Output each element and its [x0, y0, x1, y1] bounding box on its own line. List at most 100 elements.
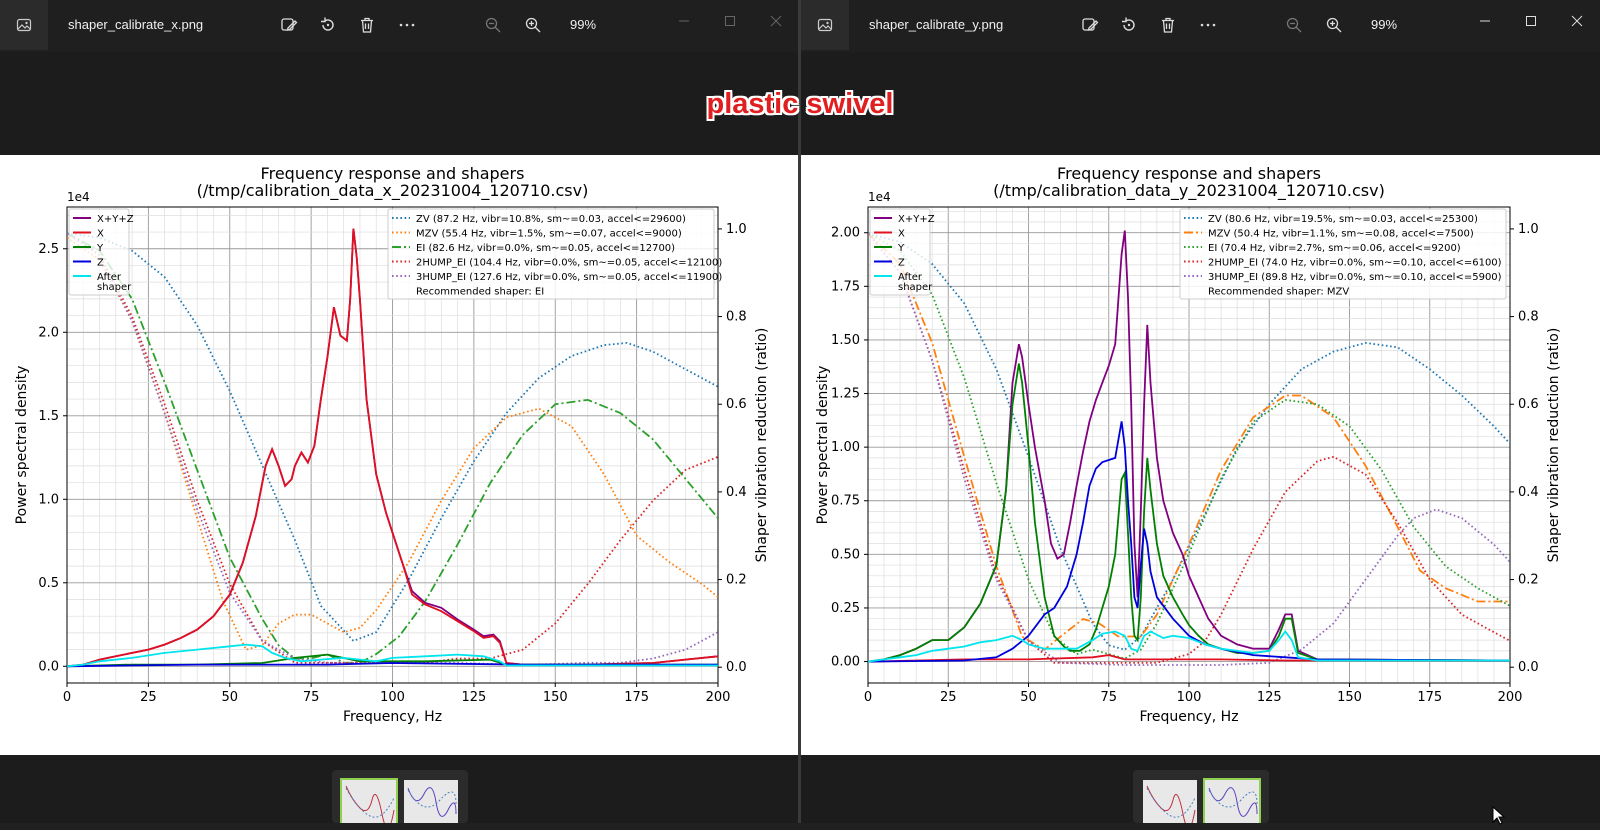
x-axis-label: Frequency, Hz — [343, 709, 442, 725]
zoom-in-icon[interactable] — [1323, 14, 1345, 36]
delete-icon[interactable] — [1157, 14, 1179, 36]
x-tick-label: 200 — [1498, 690, 1523, 705]
legend-label: shaper — [97, 282, 132, 293]
y-tick-label: 1.00 — [831, 440, 860, 455]
more-options-icon[interactable] — [396, 14, 418, 36]
legend-label: Recommended shaper: MZV — [1208, 287, 1349, 298]
series-group — [67, 228, 718, 668]
legend-label: 2HUMP_EI (104.4 Hz, vibr=0.0%, sm~=0.05,… — [416, 258, 722, 269]
legend-label: ZV (87.2 Hz, vibr=10.8%, sm~=0.03, accel… — [416, 214, 686, 225]
y-right-tick-label: 1.0 — [1518, 222, 1539, 237]
y-tick-label: 0.0 — [38, 659, 59, 674]
y-axis-label: Power spectral density — [14, 366, 30, 525]
y-tick-label: 1.25 — [831, 387, 860, 402]
photos-app-icon[interactable] — [0, 0, 48, 50]
x-tick-label: 75 — [303, 690, 320, 705]
x-tick-label: 175 — [624, 690, 649, 705]
chart-subtitle: (/tmp/calibration_data_y_20231004_120710… — [993, 181, 1385, 201]
legend-label: X — [898, 229, 905, 240]
legend-right: ZV (87.2 Hz, vibr=10.8%, sm~=0.03, accel… — [387, 208, 722, 300]
y-tick-label: 1.50 — [831, 333, 860, 348]
y-tick-label: 0.00 — [831, 655, 860, 670]
thumbnail-y[interactable] — [404, 780, 458, 823]
shaper-line-2hump_ei — [868, 232, 1510, 664]
close-icon[interactable] — [1564, 10, 1590, 32]
y-scale-label: 1e4 — [67, 190, 90, 204]
viewer-window-left: shaper_calibrate_x.png 99% Frequency res… — [0, 0, 798, 823]
shaper-line-3hump_ei — [67, 232, 718, 666]
edit-image-icon[interactable] — [278, 14, 300, 36]
y-tick-label: 2.5 — [38, 242, 59, 257]
legend-label: X+Y+Z — [898, 214, 935, 225]
x-tick-label: 0 — [63, 690, 71, 705]
x-tick-label: 50 — [1020, 690, 1037, 705]
close-icon[interactable] — [763, 10, 789, 32]
y-scale-label: 1e4 — [868, 190, 891, 204]
image-canvas[interactable]: Frequency response and shapers (/tmp/cali… — [0, 155, 798, 755]
legend-label: 2HUMP_EI (74.0 Hz, vibr=0.0%, sm~=0.10, … — [1208, 258, 1502, 269]
x-tick-label: 0 — [864, 690, 872, 705]
photos-app-icon[interactable] — [801, 0, 849, 50]
legend-right: ZV (80.6 Hz, vibr=19.5%, sm~=0.03, accel… — [1179, 208, 1507, 300]
overlay-caption: plastic swivel — [706, 88, 894, 120]
y-right-tick-label: 1.0 — [726, 222, 747, 237]
window-divider — [798, 0, 801, 823]
y-tick-label: 0.25 — [831, 601, 860, 616]
psd-line-z — [67, 662, 718, 668]
legend-box — [869, 208, 931, 296]
y-right-tick-label: 0.6 — [726, 397, 747, 412]
image-top-margin — [801, 52, 1600, 155]
y-right-axis-label: Shaper vibration reduction (ratio) — [754, 328, 770, 563]
legend-label: MZV (50.4 Hz, vibr=1.1%, sm~=0.08, accel… — [1208, 229, 1474, 240]
mouse-cursor-icon — [1492, 805, 1506, 830]
thumbnail-x[interactable] — [1143, 780, 1197, 823]
y-right-axis-label: Shaper vibration reduction (ratio) — [1546, 328, 1562, 563]
zoom-out-icon[interactable] — [482, 14, 504, 36]
chart-subtitle: (/tmp/calibration_data_x_20231004_120710… — [197, 181, 589, 201]
rotate-icon[interactable] — [1118, 14, 1140, 36]
minimize-icon[interactable] — [1472, 10, 1498, 32]
x-tick-label: 150 — [543, 690, 568, 705]
legend-label: MZV (55.4 Hz, vibr=1.5%, sm~=0.07, accel… — [416, 229, 682, 240]
y-right-tick-label: 0.0 — [726, 660, 747, 675]
y-axis-label: Power spectral density — [815, 366, 831, 525]
edit-image-icon[interactable] — [1079, 14, 1101, 36]
legend-label: X+Y+Z — [97, 214, 134, 225]
psd-line-z — [868, 421, 1510, 663]
frequency-response-chart: Frequency response and shapers(/tmp/cali… — [14, 164, 770, 725]
shaper-line-zv — [67, 232, 718, 642]
maximize-icon[interactable] — [1518, 10, 1544, 32]
legend-label: Y — [897, 243, 905, 254]
psd-line-x — [67, 228, 718, 668]
legend-label: Z — [97, 258, 104, 269]
chart-title: Frequency response and shapers — [261, 164, 525, 183]
y-tick-label: 0.5 — [38, 576, 59, 591]
thumbnail-y[interactable] — [1203, 778, 1261, 823]
y-right-tick-label: 0.4 — [726, 485, 747, 500]
zoom-in-icon[interactable] — [522, 14, 544, 36]
filmstrip — [332, 770, 468, 823]
file-name: shaper_calibrate_y.png — [869, 17, 1004, 32]
zoom-level[interactable]: 99% — [570, 17, 597, 32]
x-tick-label: 25 — [140, 690, 157, 705]
viewer-window-right: shaper_calibrate_y.png 99% Frequency res… — [801, 0, 1600, 823]
x-tick-label: 125 — [461, 690, 486, 705]
zoom-level[interactable]: 99% — [1371, 17, 1398, 32]
rotate-icon[interactable] — [317, 14, 339, 36]
x-tick-label: 100 — [1177, 690, 1202, 705]
delete-icon[interactable] — [356, 14, 378, 36]
x-tick-label: 25 — [940, 690, 957, 705]
legend-box — [68, 208, 130, 296]
more-options-icon[interactable] — [1197, 14, 1219, 36]
x-axis-label: Frequency, Hz — [1139, 709, 1238, 725]
thumbnail-x[interactable] — [340, 778, 398, 823]
image-canvas[interactable]: Frequency response and shapers (/tmp/cali… — [801, 155, 1600, 755]
y-right-tick-label: 0.0 — [1518, 660, 1539, 675]
legend-label: shaper — [898, 282, 933, 293]
minimize-icon[interactable] — [671, 10, 697, 32]
zoom-out-icon[interactable] — [1283, 14, 1305, 36]
maximize-icon[interactable] — [717, 10, 743, 32]
y-tick-label: 2.00 — [831, 226, 860, 241]
